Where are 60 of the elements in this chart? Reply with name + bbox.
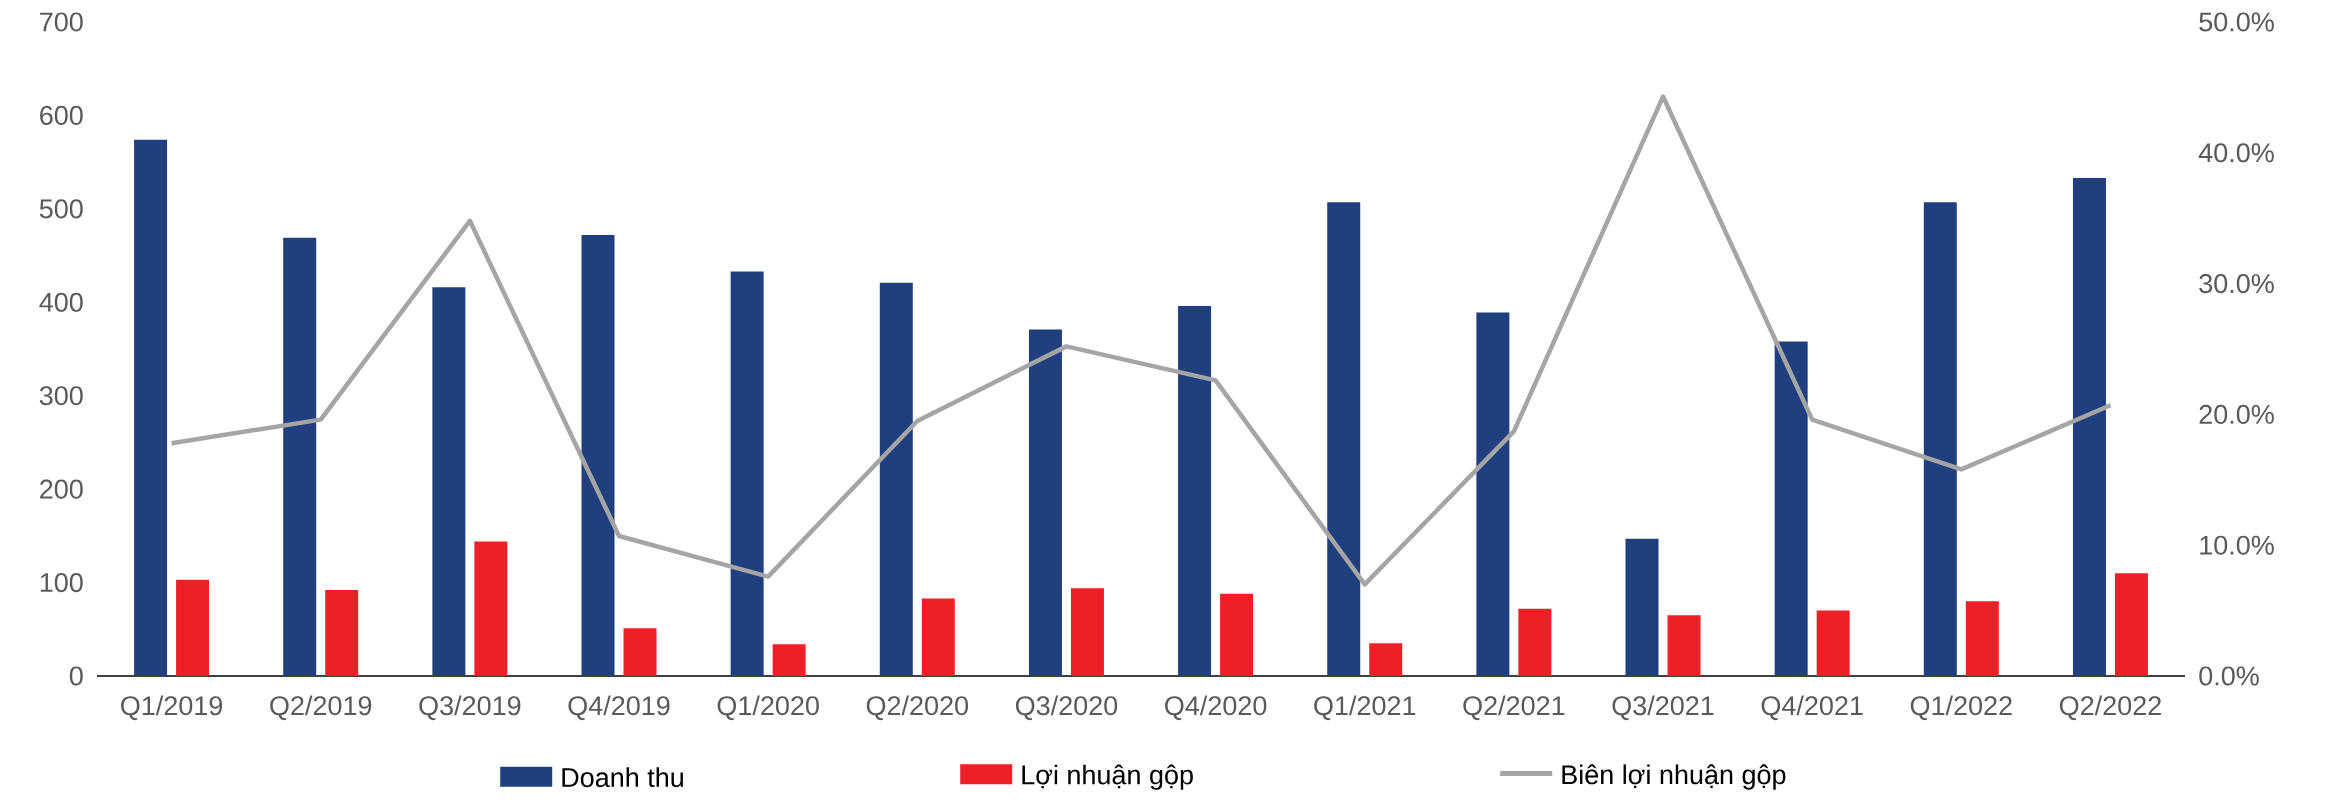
bar xyxy=(474,541,508,676)
y2-tick-label: 0.0% xyxy=(2199,666,2259,686)
bar xyxy=(1667,615,1701,676)
y-tick-label: 500 xyxy=(39,199,83,219)
bar xyxy=(730,271,764,676)
bar xyxy=(283,237,317,676)
y-tick-label: 200 xyxy=(40,479,83,499)
y-tick-label: 700 xyxy=(40,12,83,32)
y2-tick-label: 40.0% xyxy=(2198,143,2274,163)
x-tick-label: Q4/2020 xyxy=(1165,695,1267,721)
legend-label: Lợi nhuận gộp xyxy=(1022,764,1193,790)
x-tick-label: Q2/2022 xyxy=(2059,695,2161,721)
x-tick-label: Q1/2020 xyxy=(717,695,819,721)
y2-tick-label: 30.0% xyxy=(2199,274,2274,294)
y2-tick-label: 50.0% xyxy=(2199,12,2274,32)
bar xyxy=(1923,202,1957,676)
bar xyxy=(325,590,359,676)
y-tick-label: 0 xyxy=(69,666,83,686)
y-tick-label: 100 xyxy=(40,573,83,593)
x-tick-label: Q4/2021 xyxy=(1761,695,1863,721)
y-tick-label: 400 xyxy=(39,292,83,312)
bar xyxy=(1178,306,1212,676)
y-tick-label: 300 xyxy=(39,386,83,406)
bar xyxy=(581,235,615,676)
bar xyxy=(1816,610,1850,676)
y2-tick-label: 10.0% xyxy=(2200,535,2274,555)
bar xyxy=(1327,202,1361,676)
bar xyxy=(134,139,168,676)
x-tick-label: Q4/2019 xyxy=(568,695,670,721)
bar xyxy=(1476,312,1510,676)
x-tick-label: Q3/2019 xyxy=(419,695,521,721)
x-tick-label: Q3/2021 xyxy=(1612,695,1714,721)
bar xyxy=(1028,329,1062,676)
bar xyxy=(176,579,210,676)
bar xyxy=(921,598,955,676)
x-tick-label: Q1/2022 xyxy=(1910,695,2012,721)
bar xyxy=(1518,608,1552,676)
bar xyxy=(1220,593,1254,676)
bar xyxy=(2114,573,2148,676)
bar xyxy=(1965,601,1999,676)
bar xyxy=(1774,341,1808,676)
bar xyxy=(1070,588,1104,676)
bar xyxy=(432,287,466,676)
legend-label: Doanh thu xyxy=(562,767,683,788)
line-series xyxy=(169,94,2113,587)
bar xyxy=(2072,178,2106,676)
bar xyxy=(772,644,806,676)
x-tick-label: Q1/2019 xyxy=(121,695,223,721)
x-tick-label: Q2/2020 xyxy=(866,695,969,721)
y2-tick-label: 20.0% xyxy=(2199,404,2274,424)
x-tick-label: Q2/2019 xyxy=(270,695,372,721)
bar xyxy=(623,628,657,676)
legend-label: Biên lợi nhuận gộp xyxy=(1562,764,1786,790)
bar xyxy=(1625,538,1659,676)
x-tick-label: Q1/2021 xyxy=(1314,695,1416,721)
y-tick-label: 600 xyxy=(40,105,83,125)
bar xyxy=(879,282,913,676)
x-tick-label: Q3/2020 xyxy=(1015,695,1118,721)
x-tick-label: Q2/2021 xyxy=(1463,695,1565,721)
bar xyxy=(1369,643,1403,676)
